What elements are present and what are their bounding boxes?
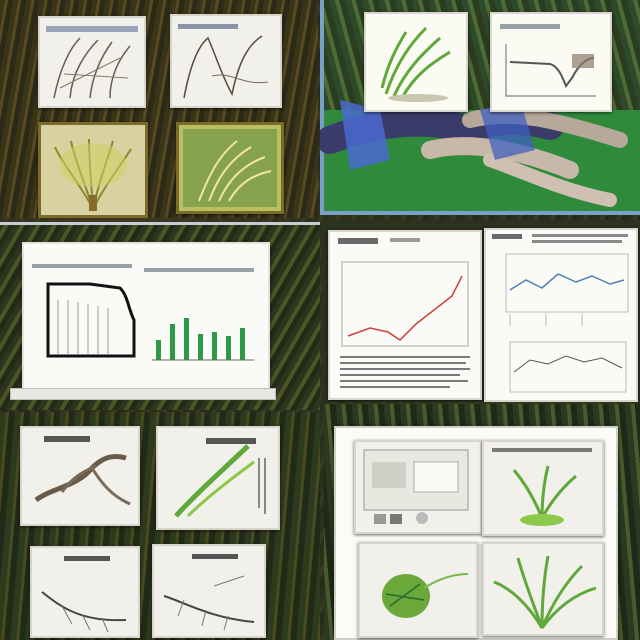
plant-illustration-icon xyxy=(493,555,597,629)
device-icon xyxy=(363,449,469,524)
plant-card-1[interactable] xyxy=(38,122,148,218)
plant-card-3[interactable] xyxy=(364,12,468,112)
plant-illustration-icon xyxy=(183,129,277,207)
line-chart-icon xyxy=(338,238,470,388)
report-page-right[interactable] xyxy=(484,228,638,402)
plant-illustration-icon xyxy=(174,438,266,518)
root-drawing-icon xyxy=(163,554,255,631)
leaf-icon xyxy=(382,573,469,618)
laptop-base xyxy=(10,388,276,400)
plant-illustration-icon xyxy=(492,448,592,526)
plant-document-bottom-right xyxy=(324,404,640,640)
scene-frame-bottom xyxy=(320,211,640,215)
bar-chart-icon xyxy=(32,264,254,361)
sketch-card-1[interactable] xyxy=(38,16,146,108)
frame-top-line xyxy=(0,222,320,225)
plant-document[interactable] xyxy=(334,426,618,640)
sketch-collage-top-left xyxy=(0,0,318,218)
hands-illustration xyxy=(320,100,628,207)
reports-middle-right xyxy=(322,220,640,402)
laptop-screen[interactable] xyxy=(22,242,270,392)
laptop-chart-middle-left xyxy=(0,222,320,410)
plant-illustration-icon xyxy=(380,26,451,102)
root-sketch-card-2[interactable] xyxy=(156,426,280,530)
root-sketch-card-1[interactable] xyxy=(20,426,140,526)
line-chart-icon xyxy=(500,24,596,97)
root-sketch-card-4[interactable] xyxy=(152,544,266,638)
scene-frame-left xyxy=(320,0,324,215)
plant-tile-leaf[interactable] xyxy=(358,542,478,638)
root-drawing-icon xyxy=(41,556,127,633)
chart-card-top[interactable] xyxy=(490,12,612,112)
root-drawing-icon xyxy=(34,436,131,506)
root-sketches-bottom-left xyxy=(0,412,320,640)
hands-scene-top-right xyxy=(320,0,640,215)
plant-card-2[interactable] xyxy=(176,122,284,214)
root-drawing-icon xyxy=(178,24,269,99)
root-sketch-card-3[interactable] xyxy=(30,546,140,638)
plant-tile-sprout[interactable] xyxy=(482,440,604,536)
plant-tile-device[interactable] xyxy=(354,440,482,534)
root-drawing-icon xyxy=(46,26,138,99)
plant-illustration-icon xyxy=(54,138,132,211)
line-chart-icon xyxy=(492,234,629,393)
report-page-left[interactable] xyxy=(328,230,482,400)
sketch-card-2[interactable] xyxy=(170,14,282,108)
plant-tile-tree[interactable] xyxy=(482,542,604,636)
